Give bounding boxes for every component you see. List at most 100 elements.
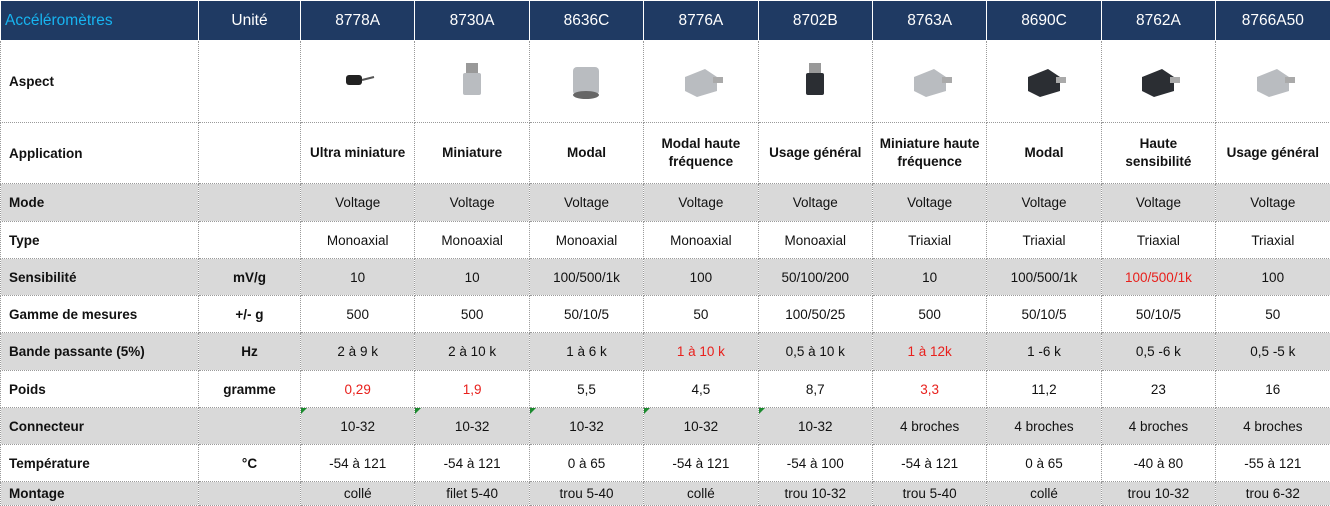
value-cell: 2 à 10 k bbox=[415, 333, 529, 371]
page: {"table": { "header": ["Accéléromètres",… bbox=[0, 0, 1330, 504]
value-cell bbox=[529, 41, 643, 123]
table-row: Aspect bbox=[1, 41, 1330, 123]
value-cell: 11,2 bbox=[987, 371, 1101, 408]
unit-cell bbox=[199, 408, 301, 445]
value-cell: 100 bbox=[644, 259, 758, 296]
value-cell: 10-32 bbox=[415, 408, 529, 445]
value-cell: 4 broches bbox=[1216, 408, 1330, 445]
value-cell: 8,7 bbox=[758, 371, 872, 408]
sensor-icon bbox=[1243, 55, 1303, 105]
row-label: Type bbox=[1, 222, 199, 259]
header-cell: 8690C bbox=[987, 1, 1101, 41]
value-cell: 50 bbox=[644, 296, 758, 333]
value-cell: 1,9 bbox=[415, 371, 529, 408]
value-cell bbox=[1101, 41, 1215, 123]
value-cell: 4 broches bbox=[872, 408, 986, 445]
value-cell: 0,5 à 10 k bbox=[758, 333, 872, 371]
header-cell: 8763A bbox=[872, 1, 986, 41]
value-cell: trou 10-32 bbox=[758, 482, 872, 506]
value-cell: 100/500/1k bbox=[1101, 259, 1215, 296]
value-cell: 4,5 bbox=[644, 371, 758, 408]
value-cell: 2 à 9 k bbox=[301, 333, 415, 371]
value-cell: 1 à 10 k bbox=[644, 333, 758, 371]
value-cell: Miniature haute fréquence bbox=[872, 123, 986, 184]
row-label: Montage bbox=[1, 482, 199, 506]
row-label: Bande passante (5%) bbox=[1, 333, 199, 371]
value-cell: 1 à 6 k bbox=[529, 333, 643, 371]
row-label: Application bbox=[1, 123, 199, 184]
unit-cell: mV/g bbox=[199, 259, 301, 296]
value-cell: collé bbox=[301, 482, 415, 506]
value-cell: Voltage bbox=[758, 184, 872, 222]
value-cell: 0 à 65 bbox=[987, 445, 1101, 482]
value-cell: -54 à 121 bbox=[644, 445, 758, 482]
value-cell: Voltage bbox=[301, 184, 415, 222]
value-cell: 10-32 bbox=[529, 408, 643, 445]
sensor-icon bbox=[442, 55, 502, 105]
header-cell: Unité bbox=[199, 1, 301, 41]
value-cell: 10 bbox=[301, 259, 415, 296]
header-cell: 8762A bbox=[1101, 1, 1215, 41]
value-cell: 10 bbox=[415, 259, 529, 296]
header-cell: 8778A bbox=[301, 1, 415, 41]
unit-cell: °C bbox=[199, 445, 301, 482]
value-cell: 50/100/200 bbox=[758, 259, 872, 296]
value-cell: 50/10/5 bbox=[529, 296, 643, 333]
unit-cell bbox=[199, 123, 301, 184]
value-cell: 500 bbox=[872, 296, 986, 333]
value-cell: filet 5-40 bbox=[415, 482, 529, 506]
sensor-icon bbox=[328, 55, 388, 105]
value-cell: Voltage bbox=[872, 184, 986, 222]
value-cell: 50 bbox=[1216, 296, 1330, 333]
value-cell: 0,5 -5 k bbox=[1216, 333, 1330, 371]
value-cell: Voltage bbox=[987, 184, 1101, 222]
value-cell: Haute sensibilité bbox=[1101, 123, 1215, 184]
value-cell: Voltage bbox=[1216, 184, 1330, 222]
value-cell: Modal haute fréquence bbox=[644, 123, 758, 184]
value-cell: -54 à 100 bbox=[758, 445, 872, 482]
value-cell: 100/50/25 bbox=[758, 296, 872, 333]
value-cell: trou 5-40 bbox=[529, 482, 643, 506]
value-cell bbox=[301, 41, 415, 123]
value-cell bbox=[758, 41, 872, 123]
value-cell: Modal bbox=[529, 123, 643, 184]
row-label: Gamme de mesures bbox=[1, 296, 199, 333]
sensor-icon bbox=[671, 55, 731, 105]
header-cell: 8766A50 bbox=[1216, 1, 1330, 41]
value-cell: 1 à 12k bbox=[872, 333, 986, 371]
value-cell: collé bbox=[987, 482, 1101, 506]
value-cell: Ultra miniature bbox=[301, 123, 415, 184]
value-cell: Monoaxial bbox=[529, 222, 643, 259]
table-body: AccéléromètresUnité8778A8730A8636C8776A8… bbox=[1, 1, 1330, 506]
value-cell: Modal bbox=[987, 123, 1101, 184]
sensor-icon bbox=[900, 55, 960, 105]
value-cell bbox=[415, 41, 529, 123]
header-cell: 8702B bbox=[758, 1, 872, 41]
value-cell: 0,29 bbox=[301, 371, 415, 408]
value-cell: 500 bbox=[415, 296, 529, 333]
value-cell: 0 à 65 bbox=[529, 445, 643, 482]
value-cell bbox=[987, 41, 1101, 123]
row-label: Température bbox=[1, 445, 199, 482]
value-cell: 10-32 bbox=[644, 408, 758, 445]
value-cell: -54 à 121 bbox=[872, 445, 986, 482]
value-cell: Monoaxial bbox=[644, 222, 758, 259]
unit-cell bbox=[199, 184, 301, 222]
value-cell: Triaxial bbox=[1216, 222, 1330, 259]
value-cell: 0,5 -6 k bbox=[1101, 333, 1215, 371]
sensor-icon bbox=[785, 55, 845, 105]
sensor-icon bbox=[1014, 55, 1074, 105]
value-cell: -54 à 121 bbox=[415, 445, 529, 482]
value-cell bbox=[644, 41, 758, 123]
value-cell: -54 à 121 bbox=[301, 445, 415, 482]
value-cell: trou 6-32 bbox=[1216, 482, 1330, 506]
value-cell: 500 bbox=[301, 296, 415, 333]
value-cell: 1 -6 k bbox=[987, 333, 1101, 371]
